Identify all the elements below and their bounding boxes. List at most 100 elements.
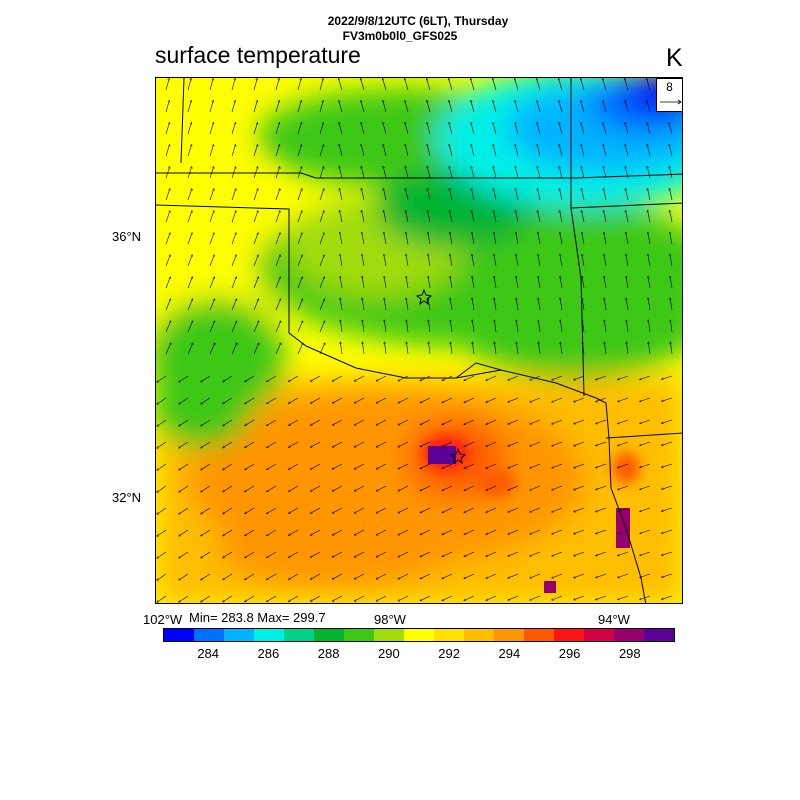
wind-arrow-icon	[625, 79, 629, 91]
wind-arrow-icon	[662, 463, 673, 467]
wind-arrow-icon	[449, 122, 453, 135]
wind-arrow-icon	[179, 551, 189, 558]
wind-arrow-icon	[201, 573, 211, 580]
wind-arrow-icon	[471, 144, 475, 157]
wind-arrow-icon	[669, 122, 673, 135]
wind-arrow-icon	[552, 419, 563, 424]
wind-arrow-icon	[187, 167, 192, 179]
wind-arrow-icon	[486, 375, 497, 380]
wind-arrow-icon	[516, 276, 519, 289]
wind-arrow-icon	[179, 397, 189, 404]
wind-arrow-icon	[516, 298, 519, 311]
wind-arrow-icon	[508, 573, 519, 578]
wind-arrow-icon	[201, 529, 211, 536]
wind-arrow-icon	[253, 299, 259, 311]
wind-arrow-icon	[604, 210, 607, 223]
wind-arrow-icon	[486, 573, 497, 578]
wind-arrow-icon	[297, 101, 301, 113]
wind-arrow-icon	[319, 211, 324, 223]
wind-arrow-icon	[398, 551, 409, 557]
wind-arrow-icon	[398, 375, 409, 381]
wind-arrow-icon	[603, 122, 607, 135]
colorbar-tick-label: 286	[257, 646, 280, 661]
wind-arrow-icon	[472, 298, 475, 311]
wind-arrow-icon	[471, 122, 475, 135]
wind-arrow-icon	[310, 419, 321, 425]
wind-arrow-icon	[596, 485, 607, 490]
wind-arrow-icon	[398, 397, 409, 403]
wind-arrow-icon	[398, 419, 409, 425]
temperature-map[interactable]	[155, 77, 683, 604]
wind-arrow-icon	[165, 167, 170, 179]
colorbar-cell	[644, 629, 674, 641]
wind-arrow-icon	[405, 122, 409, 135]
wind-arrow-icon	[560, 232, 563, 245]
wind-arrow-icon	[442, 485, 453, 491]
wind-arrow-icon	[648, 342, 651, 355]
wind-arrow-icon	[354, 507, 365, 513]
wind-arrow-icon	[332, 573, 343, 579]
wind-arrow-icon	[253, 321, 259, 333]
lat-label-32n: 32°N	[112, 490, 142, 505]
wind-arrow-icon	[538, 232, 541, 245]
wind-arrow-icon	[267, 551, 277, 558]
wind-arrow-icon	[625, 122, 629, 135]
wind-arrow-icon	[201, 419, 211, 426]
wind-arrow-icon	[515, 79, 519, 91]
wind-arrow-icon	[530, 419, 541, 424]
wind-arrow-icon	[275, 277, 280, 289]
wind-arrow-icon	[420, 507, 431, 513]
colorbar-cell	[584, 629, 614, 641]
wind-arrow-icon	[179, 441, 189, 448]
wind-arrow-icon	[464, 551, 475, 557]
wind-arrow-icon	[552, 551, 563, 556]
wind-arrow-icon	[223, 441, 233, 448]
wind-arrow-icon	[626, 298, 629, 311]
wind-arrow-icon	[405, 100, 409, 113]
wind-arrow-icon	[231, 145, 236, 157]
wind-arrow-icon	[442, 595, 453, 601]
wind-arrow-icon	[223, 529, 233, 536]
wind-arrow-icon	[223, 375, 233, 382]
wind-arrow-icon	[581, 188, 585, 201]
wind-arrow-icon	[354, 485, 365, 491]
wind-arrow-icon	[669, 188, 673, 201]
wind-arrow-icon	[406, 298, 409, 311]
wind-arrow-icon	[332, 419, 343, 425]
colorbar-cell	[374, 629, 404, 641]
wind-arrow-icon	[267, 595, 277, 602]
wind-arrow-icon	[289, 419, 299, 426]
wind-arrow-icon	[516, 232, 519, 245]
wind-arrow-icon	[406, 232, 409, 245]
wind-arrow-icon	[339, 122, 343, 135]
wind-arrow-icon	[201, 507, 211, 514]
wind-arrow-icon	[267, 507, 277, 514]
wind-arrow-icon	[552, 595, 563, 600]
colorbar-tick-label: 284	[197, 646, 220, 661]
wind-arrow-icon	[267, 419, 277, 426]
wind-arrow-icon	[604, 320, 607, 333]
wind-arrow-icon	[582, 254, 585, 267]
wind-arrow-icon	[516, 254, 519, 267]
wind-arrow-icon	[560, 210, 563, 223]
wind-arrow-icon	[494, 298, 497, 311]
wind-arrow-icon	[209, 343, 215, 355]
wind-arrow-icon	[552, 463, 563, 468]
wind-arrow-icon	[494, 210, 497, 223]
wind-arrow-icon	[450, 298, 453, 311]
wind-arrow-icon	[604, 254, 607, 267]
wind-arrow-icon	[275, 321, 281, 333]
header-date-line: 2022/9/8/12UTC (6LT), Thursday	[327, 14, 509, 28]
wind-arrow-icon	[310, 595, 321, 601]
wind-arrow-icon	[384, 276, 387, 289]
wind-arrow-icon	[559, 166, 563, 179]
wind-arrow-icon	[626, 232, 629, 245]
wind-arrow-icon	[319, 343, 325, 355]
wind-arrow-icon	[515, 144, 519, 157]
wind-arrow-icon	[245, 529, 255, 536]
wind-arrow-icon	[471, 100, 475, 113]
colorbar-tick-label: 296	[558, 646, 581, 661]
lon-label-98w: 98°W	[374, 612, 406, 627]
wind-arrow-icon	[508, 595, 519, 600]
wind-arrow-icon	[493, 122, 497, 135]
